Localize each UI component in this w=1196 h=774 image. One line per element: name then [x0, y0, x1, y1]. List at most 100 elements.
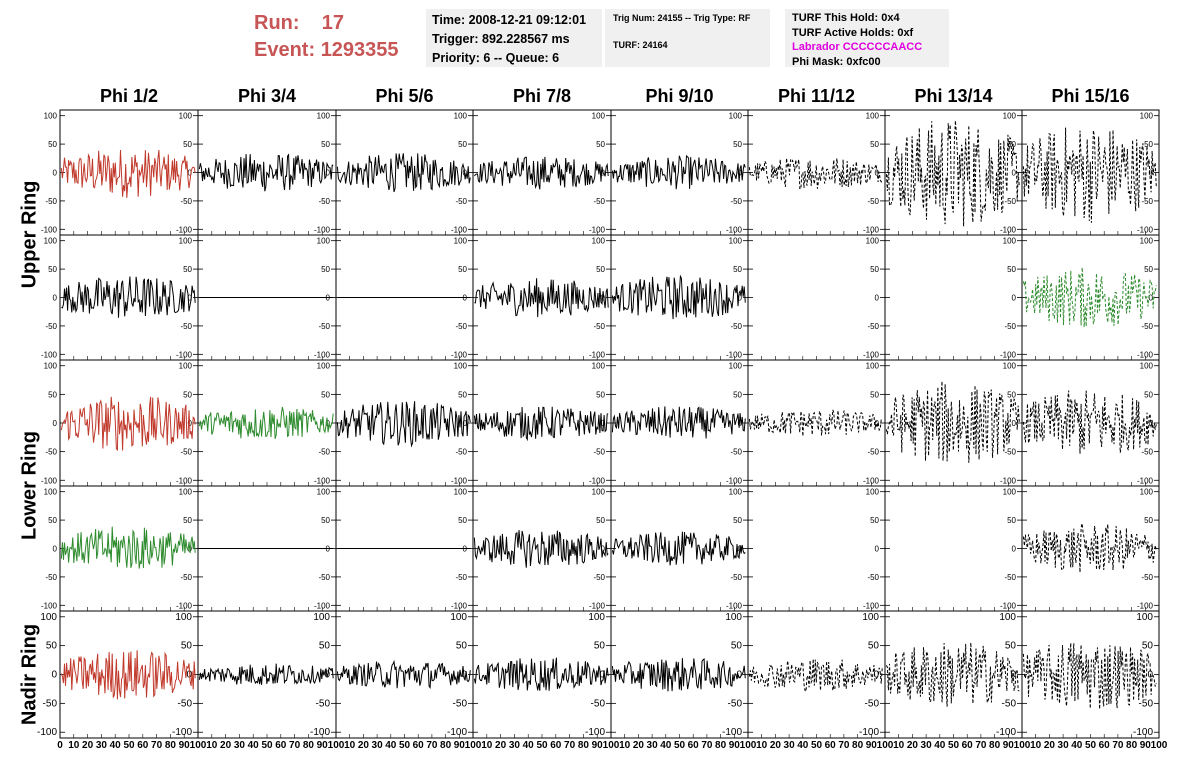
waveform-line: [748, 409, 883, 437]
x-tick-label: 20: [495, 740, 507, 751]
turf-hold-text: TURF This Hold: 0x4: [792, 12, 900, 24]
y-tick-label: -100: [41, 225, 58, 234]
y-tick-label: -50: [318, 573, 330, 582]
y-tick-label: -50: [867, 197, 879, 206]
x-tick-label: 40: [248, 740, 260, 751]
y-tick-label: -100: [314, 601, 331, 610]
waveform-line: [1022, 127, 1157, 223]
panel-r2-c8: 100 50 0 -50 -100: [1021, 234, 1160, 361]
y-tick-label: 0: [1149, 294, 1154, 303]
waveform-line: [1022, 267, 1157, 328]
x-tick-label: 50: [674, 740, 686, 751]
y-tick-label: 50: [1142, 641, 1154, 652]
x-tick-label: 20: [907, 740, 919, 751]
waveform-line: [474, 278, 609, 318]
panel-r2-c5: 100 50 0 -50 -100: [610, 234, 749, 361]
y-tick-label: -50: [455, 322, 467, 331]
y-tick-label: 0: [601, 294, 606, 303]
panel-r2-c4: 100 50 0 -50 -100: [472, 234, 612, 361]
x-tick-label: 80: [165, 740, 177, 751]
turf-active-text: TURF Active Holds: 0xf: [792, 26, 914, 39]
x-tick-label: 20: [358, 740, 370, 751]
waveform-line: [748, 158, 883, 190]
y-tick-label: 100: [40, 612, 57, 623]
y-tick-label: 50: [48, 265, 57, 274]
labrador-text: Labrador CCCCCCAACC: [792, 41, 923, 53]
x-tick-label: 90: [179, 740, 191, 751]
y-tick-label: -50: [1004, 448, 1016, 457]
waveform-line: [885, 642, 1020, 707]
x-tick-label: 70: [289, 740, 301, 751]
y-tick-label: -100: [726, 225, 743, 234]
y-tick-label: 100: [454, 488, 468, 497]
y-tick-label: 100: [592, 362, 606, 371]
y-tick-label: -100: [1000, 225, 1017, 234]
y-tick-label: 50: [1007, 390, 1016, 399]
y-tick-label: -50: [867, 322, 879, 331]
x-tick-label: 50: [536, 740, 548, 751]
y-tick-label: 100: [862, 612, 879, 623]
y-tick-label: -50: [867, 448, 879, 457]
x-tick-label: 60: [550, 740, 562, 751]
y-tick-label: -100: [589, 476, 606, 485]
x-tick-label: 60: [1099, 740, 1111, 751]
y-tick-label: -50: [1004, 322, 1016, 331]
y-tick-label: 50: [733, 516, 742, 525]
y-tick-label: -100: [314, 225, 331, 234]
y-tick-label: -100: [41, 350, 58, 359]
y-tick-label: 100: [729, 112, 743, 121]
trig-info-box: Trig Num: 24155 -- Trig Type: RF TURF: 2…: [605, 9, 770, 67]
y-tick-label: 50: [596, 390, 605, 399]
x-tick-label: 100: [465, 740, 482, 751]
y-tick-label: 50: [870, 140, 879, 149]
y-tick-label: -100: [585, 727, 605, 738]
y-tick-label: 0: [1012, 545, 1017, 554]
waveform-line: [198, 153, 334, 192]
y-tick-label: 100: [317, 237, 331, 246]
y-tick-label: 100: [454, 362, 468, 371]
y-tick-label: -100: [310, 727, 330, 738]
panel-r1-c7: 100 50 0 -50 -100: [884, 109, 1023, 236]
y-tick-label: 100: [1136, 612, 1153, 623]
waveform-line: [748, 658, 883, 693]
x-tick-label: 20: [1044, 740, 1056, 751]
y-tick-label: 0: [53, 294, 58, 303]
y-tick-label: 50: [596, 265, 605, 274]
y-tick-label: 50: [183, 390, 192, 399]
y-tick-label: 50: [321, 516, 330, 525]
y-tick-label: 50: [48, 390, 57, 399]
column-header-5: Phi 9/10: [645, 86, 714, 106]
waveform-line: [1022, 642, 1157, 710]
y-tick-label: -100: [1133, 727, 1153, 738]
waveform-line: [611, 657, 746, 692]
y-tick-label: 50: [870, 390, 879, 399]
waveform-line: [611, 531, 746, 566]
y-tick-label: -50: [1141, 322, 1153, 331]
x-tick-label: 90: [454, 740, 466, 751]
y-tick-label: -100: [1000, 601, 1017, 610]
y-tick-label: -100: [176, 350, 193, 359]
waveform-line: [61, 276, 196, 318]
x-tick-label: 20: [770, 740, 782, 751]
y-tick-label: 100: [999, 612, 1016, 623]
y-tick-label: -50: [1141, 448, 1153, 457]
event-label: Event:: [254, 39, 316, 61]
x-tick-label: 90: [1140, 740, 1152, 751]
y-tick-label: -100: [863, 350, 880, 359]
x-tick-label: 20: [82, 740, 94, 751]
waveform-line: [473, 657, 609, 691]
panel-r4-c4: 100 50 0 -50 -100: [472, 485, 612, 612]
x-tick-label: 80: [852, 740, 864, 751]
y-tick-label: 50: [1144, 140, 1153, 149]
panel-r1-c8: 100 50 0 -50 -100: [1021, 109, 1160, 236]
y-tick-label: 0: [1012, 294, 1017, 303]
y-tick-label: -50: [455, 197, 467, 206]
y-tick-label: 100: [44, 237, 58, 246]
x-tick-label: 70: [975, 740, 987, 751]
y-tick-label: -50: [591, 698, 606, 709]
y-tick-label: -50: [316, 698, 331, 709]
time-text: Time: 2008-12-21 09:12:01: [432, 13, 587, 27]
